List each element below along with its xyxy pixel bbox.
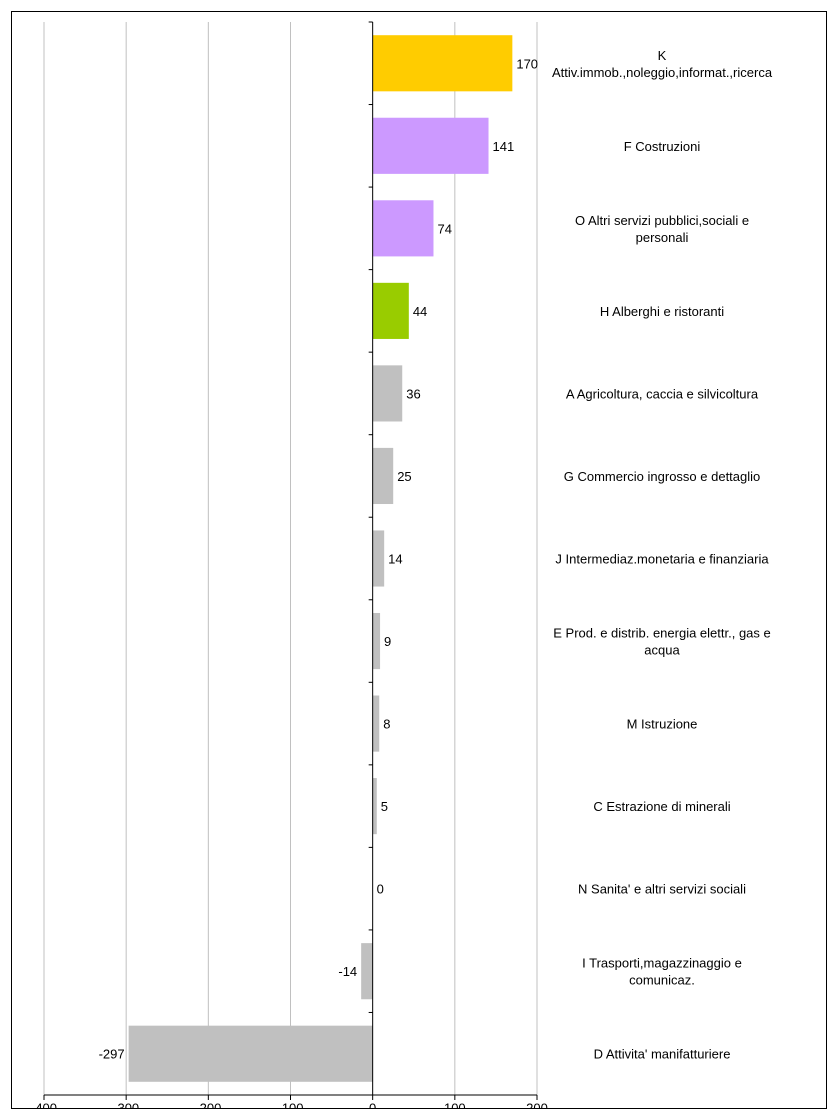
category-label: I Trasporti,magazzinaggio e <box>582 956 742 971</box>
category-label: J Intermediaz.monetaria e finanziaria <box>555 552 769 567</box>
data-label: 25 <box>397 469 411 484</box>
x-tick-label: -100 <box>277 1101 303 1108</box>
category-label: acqua <box>644 643 680 658</box>
category-label: personali <box>636 230 689 245</box>
bar <box>372 778 377 835</box>
bar-chart: 170 K Attiv.immob.,noleggio,informat.,rice… <box>31 21 773 1108</box>
category-label: E Prod. e distrib. energia elettr., gas … <box>553 626 771 641</box>
data-label: -297 <box>99 1047 125 1062</box>
x-tick-label: -400 <box>31 1101 57 1108</box>
data-label: 141 <box>493 139 515 154</box>
data-label: 8 <box>383 717 390 732</box>
bar <box>372 282 409 339</box>
category-label: M Istruzione <box>627 717 698 732</box>
category-label: K <box>658 48 667 63</box>
category-label: O Altri servizi pubblici,sociali e <box>575 213 749 228</box>
data-label: -14 <box>338 964 357 979</box>
bar <box>372 35 513 92</box>
category-label: comunicaz. <box>629 973 695 988</box>
chart-frame: 170 K Attiv.immob.,noleggio,informat.,rice… <box>11 11 827 1109</box>
bar <box>361 943 373 1000</box>
data-label: 9 <box>384 634 391 649</box>
bar <box>128 1025 373 1082</box>
bar <box>372 447 394 505</box>
category-label: D Attivita' manifatturiere <box>594 1047 731 1062</box>
data-label: 74 <box>437 221 451 236</box>
data-label: 44 <box>413 304 427 319</box>
bar <box>372 365 403 422</box>
category-label: C Estrazione di minerali <box>593 799 730 814</box>
bar <box>372 117 489 174</box>
x-tick-label: -200 <box>195 1101 221 1108</box>
bar <box>372 695 380 752</box>
bar <box>372 612 381 670</box>
data-label: 0 <box>377 882 384 897</box>
category-label: Attiv.immob.,noleggio,informat.,ricerca <box>552 65 773 80</box>
category-label: H Alberghi e ristoranti <box>600 304 724 319</box>
data-label: 14 <box>388 552 402 567</box>
category-label: G Commercio ingrosso e dettaglio <box>564 469 761 484</box>
category-label: F Costruzioni <box>624 139 701 154</box>
category-label: N Sanita' e altri servizi sociali <box>578 882 746 897</box>
bar <box>372 200 434 257</box>
category-label: A Agricoltura, caccia e silvicoltura <box>566 386 759 401</box>
data-label: 36 <box>406 386 420 401</box>
x-tick-label: 100 <box>444 1101 466 1108</box>
data-label: 5 <box>381 799 388 814</box>
x-tick-label: 0 <box>369 1101 376 1108</box>
x-tick-label: -300 <box>113 1101 139 1108</box>
data-label: 170 <box>516 56 538 71</box>
x-tick-label: 200 <box>526 1101 548 1108</box>
bar <box>372 530 385 587</box>
